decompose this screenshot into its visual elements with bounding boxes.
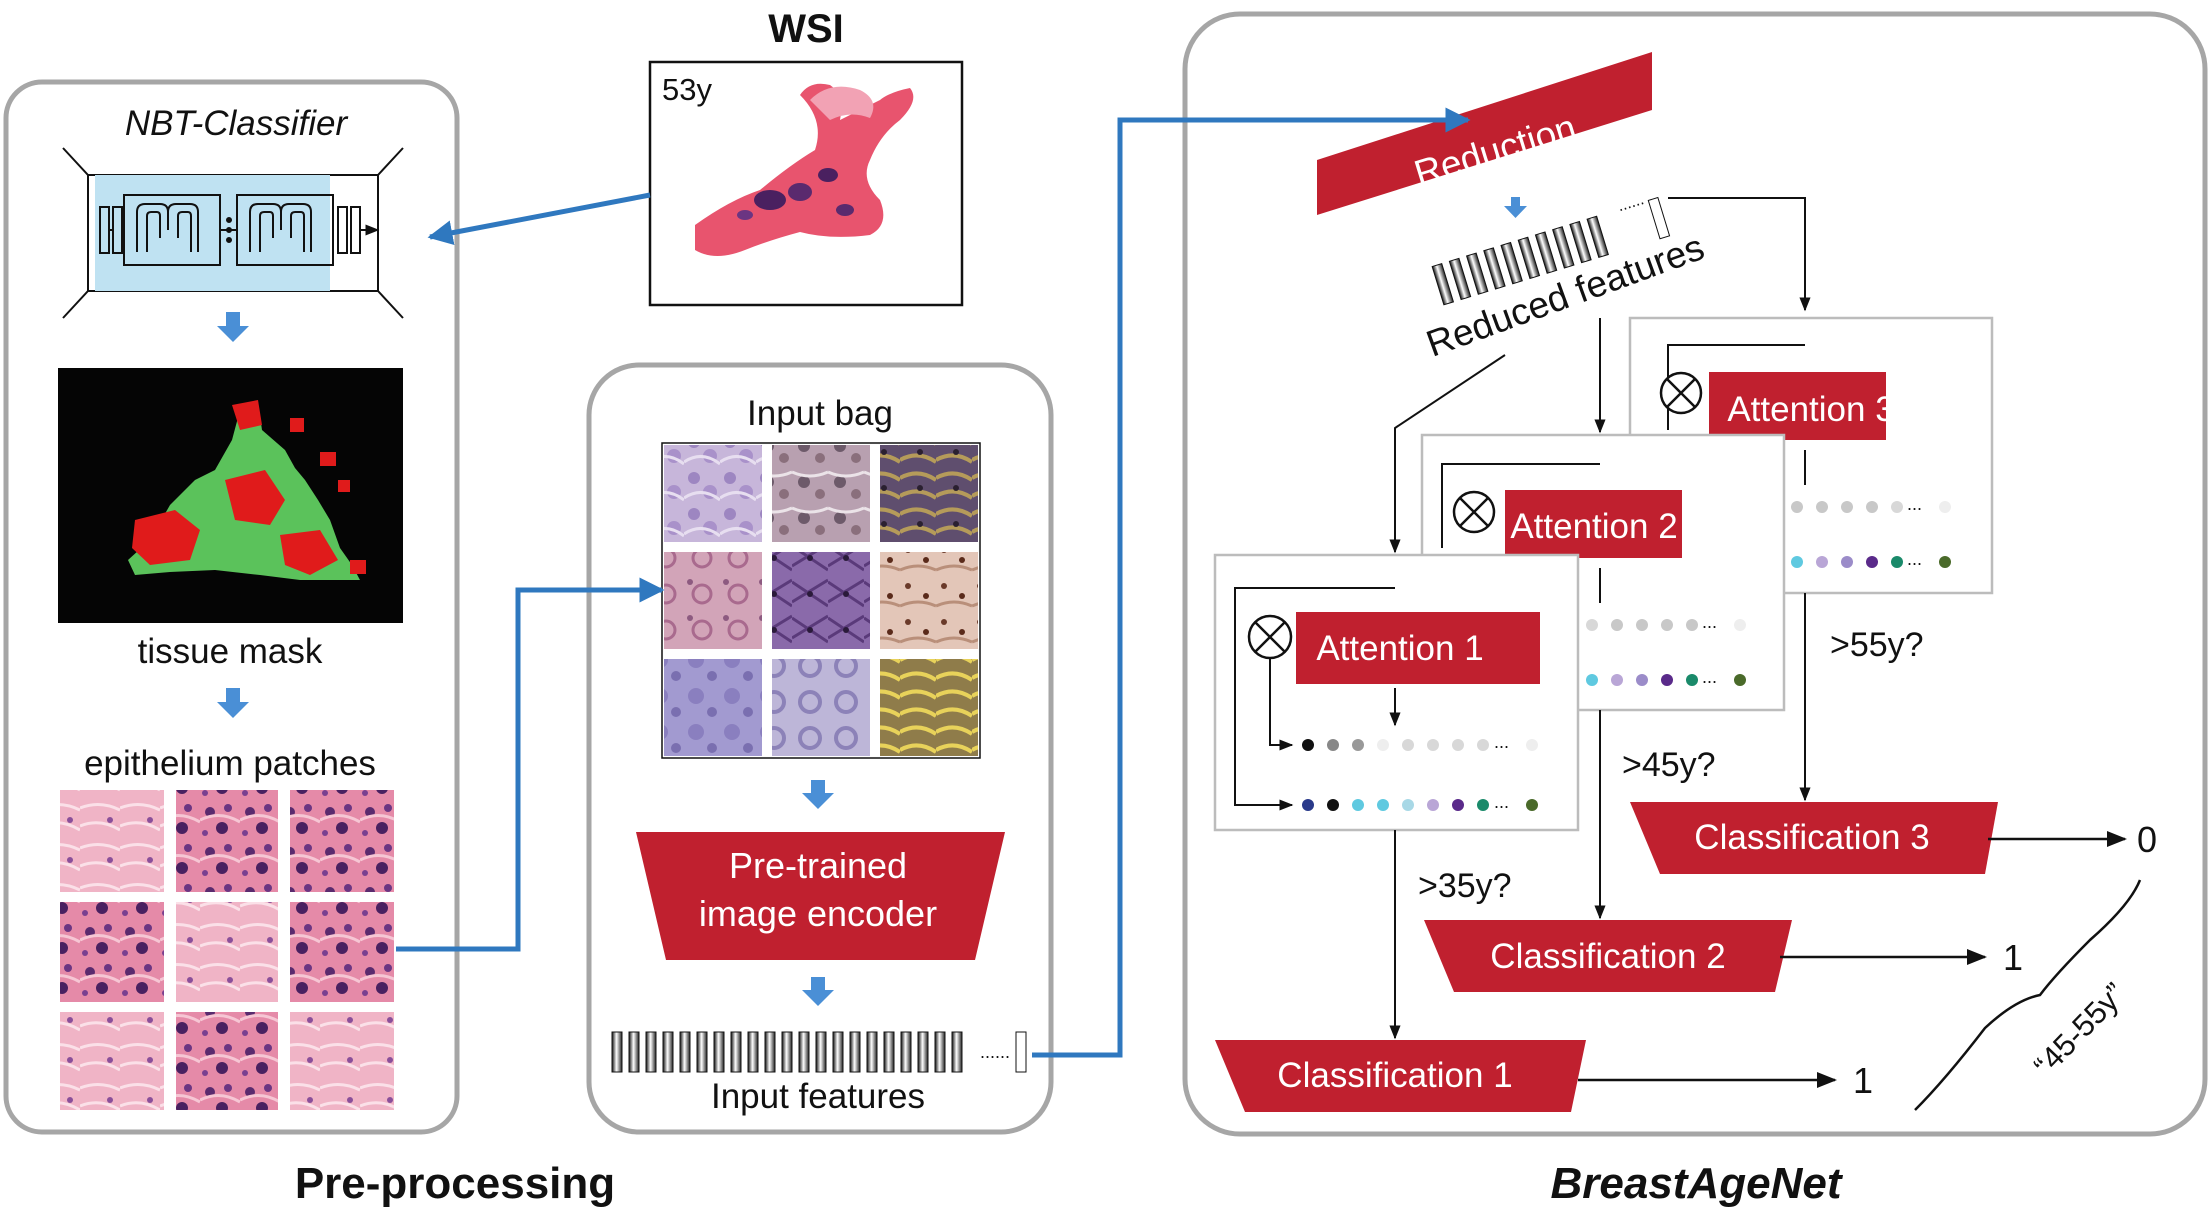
down-arrow-3 [802, 780, 834, 809]
attention-to-classification-lines [1389, 593, 1811, 1040]
attention-2-dots-color [1586, 674, 1746, 686]
encoder-label-line1: Pre-trained [729, 845, 907, 886]
input-features-strip [611, 1031, 1027, 1073]
image-encoder-box: Pre-trained image encoder [636, 832, 1005, 960]
classification-1-label: Classification 1 [1277, 1056, 1512, 1095]
attention-block-1: Attention 1 [1213, 553, 1580, 832]
attention-1-label: Attention 1 [1316, 629, 1483, 668]
attention-3-dots-gray [1791, 501, 1951, 513]
down-arrow-4 [802, 977, 834, 1006]
encoder-label-line2: image encoder [699, 893, 937, 934]
reduced-features-strip [1431, 196, 1671, 306]
breastagenet-caption: BreastAgeNet [1551, 1159, 1844, 1208]
breastagenet-panel [1182, 11, 2208, 1137]
threshold-2: >45y? [1622, 746, 1716, 784]
classifier-schematic [62, 147, 404, 319]
down-arrow-2 [217, 688, 249, 718]
threshold-3: >55y? [1830, 626, 1924, 664]
classification-3-label: Classification 3 [1694, 818, 1929, 857]
dot-ellipsis-2a: ... [1702, 612, 1717, 632]
classification-box-3: Classification 3 [1630, 802, 1998, 874]
attention-1-dots-gray [1302, 739, 1538, 751]
input-bag-grid [661, 442, 981, 759]
tissue-mask-image [58, 368, 403, 623]
classifier-title: NBT-Classifier [125, 104, 349, 143]
wsi-age-label: 53y [662, 72, 712, 107]
input-bag-panel [586, 362, 1054, 1135]
attention-1-dots-color [1302, 799, 1538, 811]
down-arrow-5 [1504, 197, 1527, 218]
tissue-mask-label: tissue mask [138, 632, 323, 671]
down-arrow-1 [217, 312, 249, 342]
attention-3-dots-color [1791, 556, 1951, 568]
preprocessing-caption: Pre-processing [295, 1159, 615, 1208]
epithelium-patches-grid [60, 790, 394, 1110]
wsi-image: 53y [648, 60, 964, 307]
dot-ellipsis-1b: ... [1494, 792, 1509, 812]
dot-ellipsis-3a: ... [1907, 494, 1922, 514]
classification-box-2: Classification 2 [1424, 920, 1792, 992]
classification-output-arrows [1578, 831, 2127, 1088]
reduction-output-lines [1389, 197, 1811, 554]
preprocessing-panel [3, 79, 460, 1135]
reduced-features-ellipsis: ...... [1616, 191, 1646, 215]
output-3: 0 [2137, 819, 2157, 860]
range-brace [1914, 879, 2142, 1111]
attention-3-label: Attention 3 [1727, 390, 1894, 429]
output-2: 1 [2003, 937, 2023, 978]
classification-2-label: Classification 2 [1490, 937, 1725, 976]
reduction-box: Reduction [1317, 52, 1652, 215]
output-1: 1 [1853, 1060, 1873, 1101]
classification-box-1: Classification 1 [1215, 1040, 1586, 1112]
dot-ellipsis-1a: ... [1494, 732, 1509, 752]
wsi-title: WSI [768, 7, 844, 51]
epithelium-patches-label: epithelium patches [84, 744, 376, 783]
threshold-1: >35y? [1418, 867, 1512, 905]
input-features-label: Input features [711, 1077, 925, 1116]
attention-2-label: Attention 2 [1510, 507, 1677, 546]
dot-ellipsis-3b: ... [1907, 549, 1922, 569]
input-features-ellipsis: ...... [980, 1042, 1010, 1062]
flow-arrows [396, 107, 1471, 1058]
attention-2-dots-gray [1586, 619, 1746, 631]
input-bag-label: Input bag [747, 394, 893, 433]
dot-ellipsis-2b: ... [1702, 667, 1717, 687]
